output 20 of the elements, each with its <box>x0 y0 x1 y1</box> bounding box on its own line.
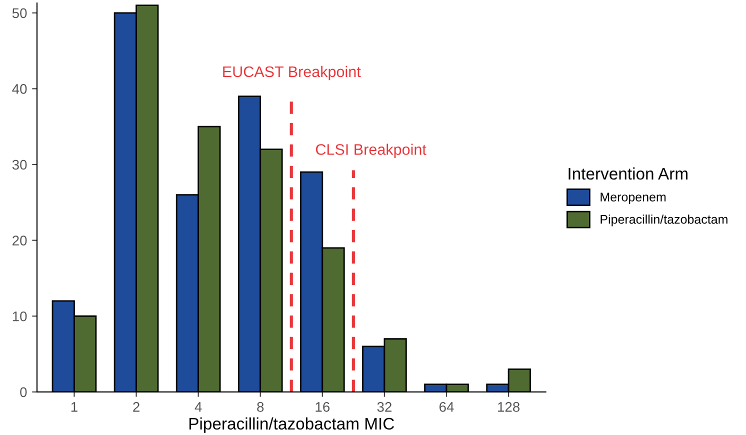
x-axis-title: Piperacillin/tazobactam MIC <box>189 417 394 433</box>
legend-title: Intervention Arm <box>568 167 688 180</box>
y-tick-label: 10 <box>12 311 27 322</box>
x-tick-label: 32 <box>377 402 392 412</box>
x-tick-label: 4 <box>194 402 202 412</box>
annotation: EUCAST Breakpoint <box>223 66 361 80</box>
y-tick-label: 50 <box>12 8 27 18</box>
y-tick-label: 0 <box>20 387 27 398</box>
legend-label: Meropenem <box>600 192 666 204</box>
y-tick-label: 40 <box>12 84 27 94</box>
legend-label: Piperacillin/tazobactam <box>600 214 728 226</box>
x-tick-label: 2 <box>133 402 140 412</box>
x-tick-label: 8 <box>257 402 264 412</box>
y-tick-label: 20 <box>12 236 27 246</box>
x-tick-label: 128 <box>498 402 520 412</box>
y-tick-label: 30 <box>12 160 27 170</box>
x-tick-label: 64 <box>439 402 454 412</box>
x-tick-label: 16 <box>316 402 330 412</box>
x-tick-label: 1 <box>71 402 78 412</box>
annotation: CLSI Breakpoint <box>316 144 426 158</box>
